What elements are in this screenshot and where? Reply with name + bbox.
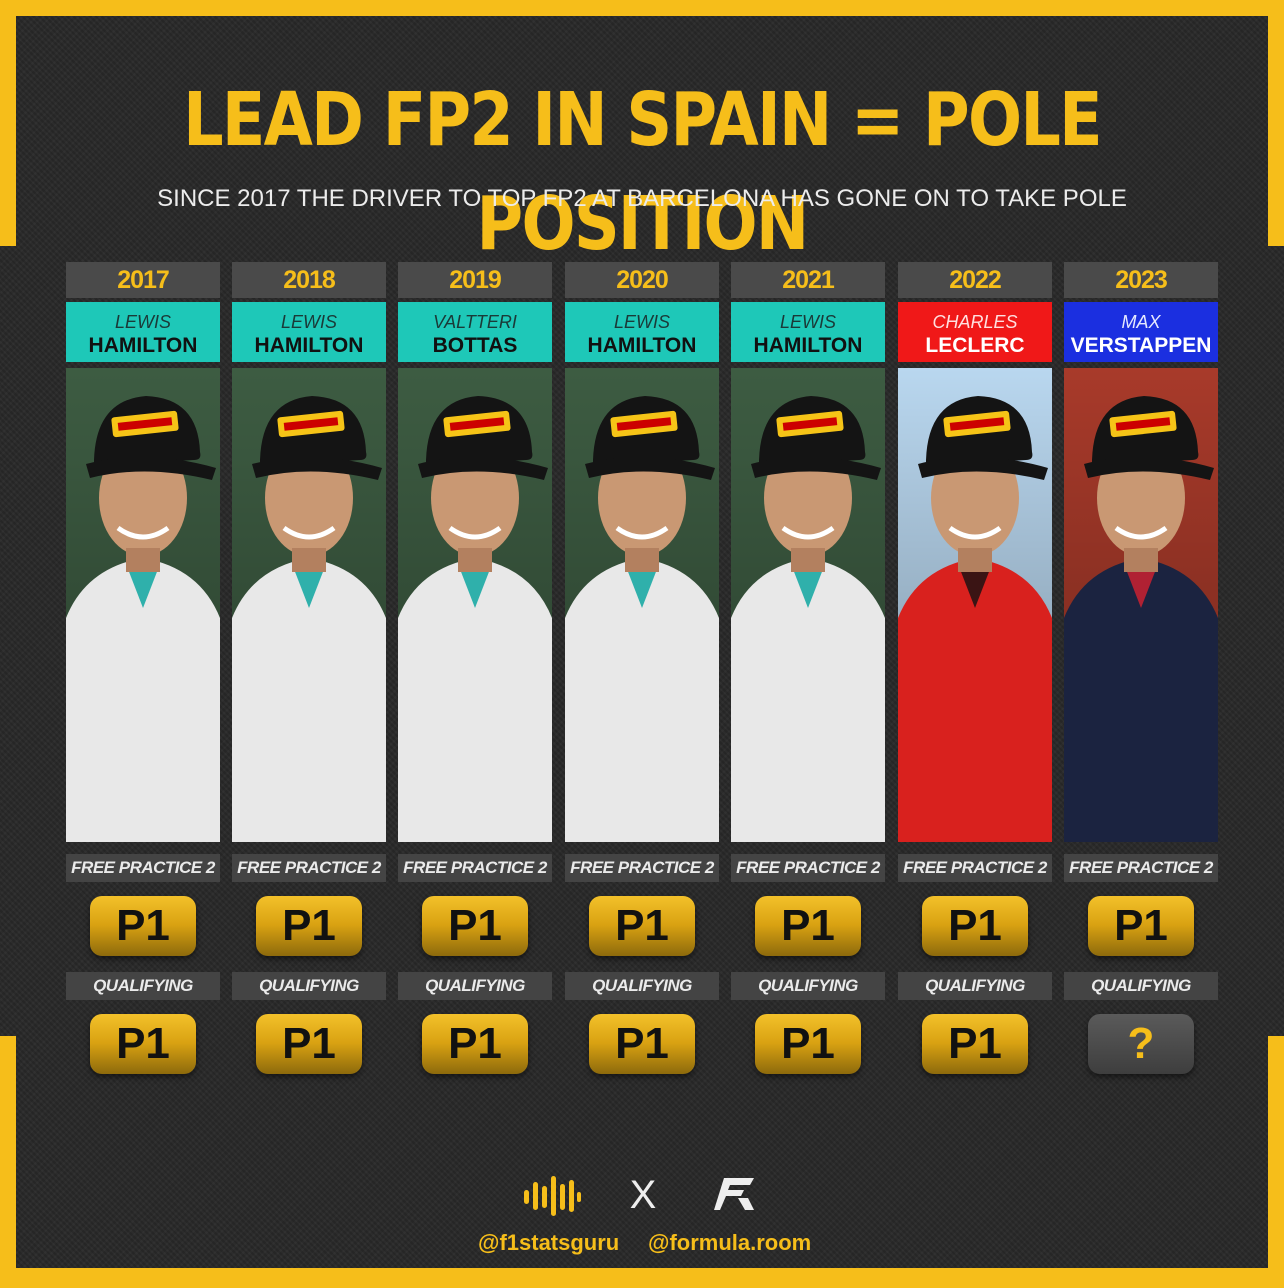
driver-column: 2023 MAX VERSTAPPEN FREE PRACTICE 2 P1 QUALIF…	[1064, 262, 1218, 1098]
year-label: 2023	[1064, 262, 1218, 298]
qualifying-label: QUALIFYING	[1064, 972, 1218, 1000]
fp2-result-badge: P1	[589, 896, 695, 956]
fp2-result-badge: P1	[755, 896, 861, 956]
driver-column: 2018 LEWIS HAMILTON FREE PRACTICE 2 P1 QUALIF…	[232, 262, 386, 1098]
f1statsguru-logo-icon	[522, 1174, 582, 1223]
year-label: 2019	[398, 262, 552, 298]
driver-last-name: HAMILTON	[254, 334, 364, 357]
qualifying-result-badge: P1	[922, 1014, 1028, 1074]
driver-column: 2019 VALTTERI BOTTAS FREE PRACTICE 2 P1 QUALI…	[398, 262, 552, 1098]
qualifying-label: QUALIFYING	[232, 972, 386, 1000]
qualifying-label: QUALIFYING	[398, 972, 552, 1000]
fp2-label: FREE PRACTICE 2	[565, 854, 719, 882]
logo-separator: X	[629, 1173, 657, 1217]
year-label: 2022	[898, 262, 1052, 298]
qualifying-label: QUALIFYING	[565, 972, 719, 1000]
driver-photo	[66, 368, 220, 842]
frame-bottom	[0, 1268, 1284, 1288]
driver-name-plate: VALTTERI BOTTAS	[398, 302, 552, 362]
driver-first-name: MAX	[1121, 312, 1161, 332]
logo-row: X	[0, 1172, 1284, 1222]
year-label: 2021	[731, 262, 885, 298]
frame-right-bottom	[1268, 1036, 1284, 1288]
driver-last-name: LECLERC	[925, 334, 1025, 357]
driver-first-name: LEWIS	[779, 312, 836, 332]
driver-column: 2017 LEWIS HAMILTON FREE PRACTICE 2 P1 QUALIF…	[66, 262, 220, 1098]
qualifying-label: QUALIFYING	[731, 972, 885, 1000]
driver-last-name: HAMILTON	[753, 334, 863, 357]
qualifying-result-badge: P1	[755, 1014, 861, 1074]
qualifying-result-badge: ?	[1088, 1014, 1194, 1074]
driver-photo	[1064, 368, 1218, 842]
fp2-result-badge: P1	[922, 896, 1028, 956]
year-label: 2017	[66, 262, 220, 298]
driver-name-plate: LEWIS HAMILTON	[66, 302, 220, 362]
driver-last-name: HAMILTON	[88, 334, 198, 357]
fp2-result-badge: P1	[256, 896, 362, 956]
fp2-label: FREE PRACTICE 2	[66, 854, 220, 882]
driver-first-name: LEWIS	[280, 312, 337, 332]
qualifying-result-badge: P1	[589, 1014, 695, 1074]
fp2-result-badge: P1	[90, 896, 196, 956]
driver-first-name: VALTTERI	[433, 312, 517, 332]
fp2-label: FREE PRACTICE 2	[731, 854, 885, 882]
driver-first-name: CHARLES	[932, 312, 1018, 332]
qualifying-result-badge: P1	[90, 1014, 196, 1074]
qualifying-label: QUALIFYING	[66, 972, 220, 1000]
frame-left-bottom	[0, 1036, 16, 1288]
qualifying-result-badge: P1	[422, 1014, 528, 1074]
driver-name-plate: LEWIS HAMILTON	[232, 302, 386, 362]
formula-room-logo-icon	[714, 1176, 758, 1217]
driver-name-plate: MAX VERSTAPPEN	[1064, 302, 1218, 362]
handle-f1statsguru: @f1statsguru	[478, 1230, 620, 1255]
handles-row: @f1statsguru @formula.room	[0, 1228, 1284, 1258]
driver-photo	[898, 368, 1052, 842]
fp2-label: FREE PRACTICE 2	[1064, 854, 1218, 882]
driver-first-name: LEWIS	[613, 312, 670, 332]
driver-column: 2022 CHARLES LECLERC FREE PRACTICE 2 P1 QUALI…	[898, 262, 1052, 1098]
driver-photo	[398, 368, 552, 842]
driver-column: 2021 LEWIS HAMILTON FREE PRACTICE 2 P1 QUALIF…	[731, 262, 885, 1098]
year-label: 2018	[232, 262, 386, 298]
driver-last-name: BOTTAS	[432, 334, 518, 357]
year-label: 2020	[565, 262, 719, 298]
frame-right-top	[1268, 0, 1284, 246]
page-title: LEAD FP2 IN SPAIN = POLE POSITION	[183, 77, 1103, 267]
handle-formula-room: @formula.room	[648, 1230, 812, 1255]
driver-photo	[731, 368, 885, 842]
driver-photo	[232, 368, 386, 842]
frame-left-top	[0, 0, 16, 246]
driver-last-name: HAMILTON	[587, 334, 697, 357]
fp2-label: FREE PRACTICE 2	[232, 854, 386, 882]
driver-name-plate: CHARLES LECLERC	[898, 302, 1052, 362]
fp2-result-badge: P1	[1088, 896, 1194, 956]
driver-first-name: LEWIS	[114, 312, 171, 332]
qualifying-label: QUALIFYING	[898, 972, 1052, 1000]
fp2-label: FREE PRACTICE 2	[898, 854, 1052, 882]
driver-last-name: VERSTAPPEN	[1070, 334, 1212, 357]
fp2-result-badge: P1	[422, 896, 528, 956]
qualifying-result-badge: P1	[256, 1014, 362, 1074]
driver-name-plate: LEWIS HAMILTON	[731, 302, 885, 362]
driver-column: 2020 LEWIS HAMILTON FREE PRACTICE 2 P1 QUALIF…	[565, 262, 719, 1098]
driver-name-plate: LEWIS HAMILTON	[565, 302, 719, 362]
page-subtitle: SINCE 2017 THE DRIVER TO TOP FP2 AT BARC…	[157, 185, 1127, 212]
driver-photo	[565, 368, 719, 842]
frame-top	[0, 0, 1284, 16]
fp2-label: FREE PRACTICE 2	[398, 854, 552, 882]
